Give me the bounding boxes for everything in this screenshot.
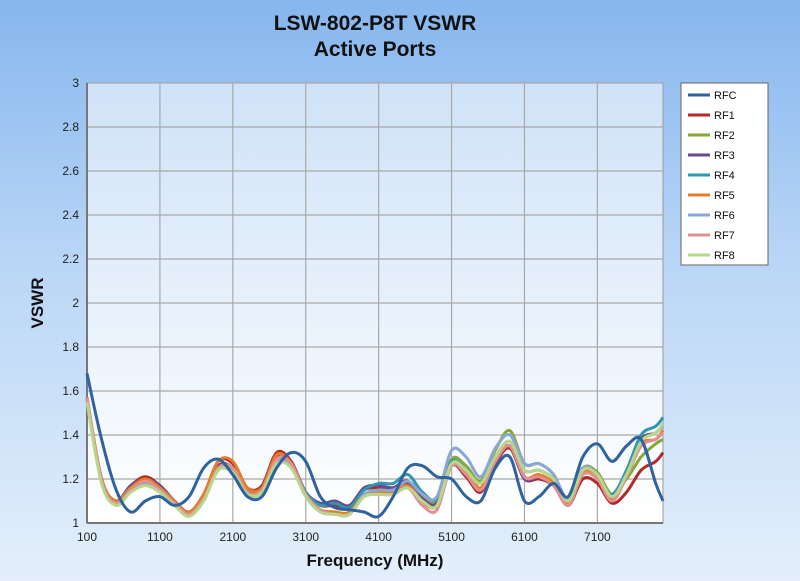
chart-subtitle: Active Ports bbox=[314, 38, 437, 61]
x-tick-label: 100 bbox=[77, 530, 97, 544]
x-tick-label: 2100 bbox=[219, 530, 246, 544]
chart-title: LSW-802-P8T VSWR bbox=[274, 12, 477, 35]
y-tick-label: 1.4 bbox=[62, 428, 79, 442]
x-tick-label: 5100 bbox=[438, 530, 465, 544]
y-tick-label: 2.8 bbox=[62, 120, 79, 134]
series-line-rfc bbox=[85, 373, 665, 519]
legend-label-rf7: RF7 bbox=[714, 230, 735, 242]
y-tick-label: 2 bbox=[72, 296, 79, 310]
legend-label-rf1: RF1 bbox=[714, 110, 735, 122]
y-tick-label: 1 bbox=[72, 516, 79, 530]
legend: RFC RF1 RF2 RF3 RF4 RF5 RF6 RF7 RF8 bbox=[680, 82, 769, 266]
y-tick-label: 2.6 bbox=[62, 164, 79, 178]
legend-label-rf3: RF3 bbox=[714, 150, 735, 162]
x-axis-label: Frequency (MHz) bbox=[307, 551, 444, 570]
y-axis-label: VSWR bbox=[28, 278, 47, 329]
legend-label-rf5: RF5 bbox=[714, 190, 735, 202]
series-lines bbox=[85, 373, 665, 519]
x-tick-label: 3100 bbox=[292, 530, 319, 544]
legend-label-rfc: RFC bbox=[714, 90, 737, 102]
series-line-rf8 bbox=[85, 401, 665, 518]
x-tick-label: 7100 bbox=[584, 530, 611, 544]
gridlines bbox=[86, 82, 663, 524]
x-tick-labels: 100 1100 2100 3100 4100 5100 6100 7100 bbox=[77, 530, 611, 544]
x-tick-label: 6100 bbox=[511, 530, 538, 544]
legend-label-rf8: RF8 bbox=[714, 250, 735, 262]
y-tick-label: 1.8 bbox=[62, 340, 79, 354]
legend-label-rf4: RF4 bbox=[714, 170, 735, 182]
x-tick-label: 1100 bbox=[147, 530, 173, 544]
y-tick-label: 1.6 bbox=[62, 384, 79, 398]
y-tick-label: 2.4 bbox=[62, 208, 79, 222]
legend-label-rf2: RF2 bbox=[714, 130, 735, 142]
y-tick-labels: 1 1.2 1.4 1.6 1.8 2 2.2 2.4 2.6 2.8 3 bbox=[62, 76, 79, 530]
x-tick-label: 4100 bbox=[365, 530, 392, 544]
y-tick-label: 1.2 bbox=[62, 472, 79, 486]
legend-label-rf6: RF6 bbox=[714, 210, 735, 222]
y-tick-label: 2.2 bbox=[62, 252, 79, 266]
y-tick-label: 3 bbox=[72, 76, 79, 90]
